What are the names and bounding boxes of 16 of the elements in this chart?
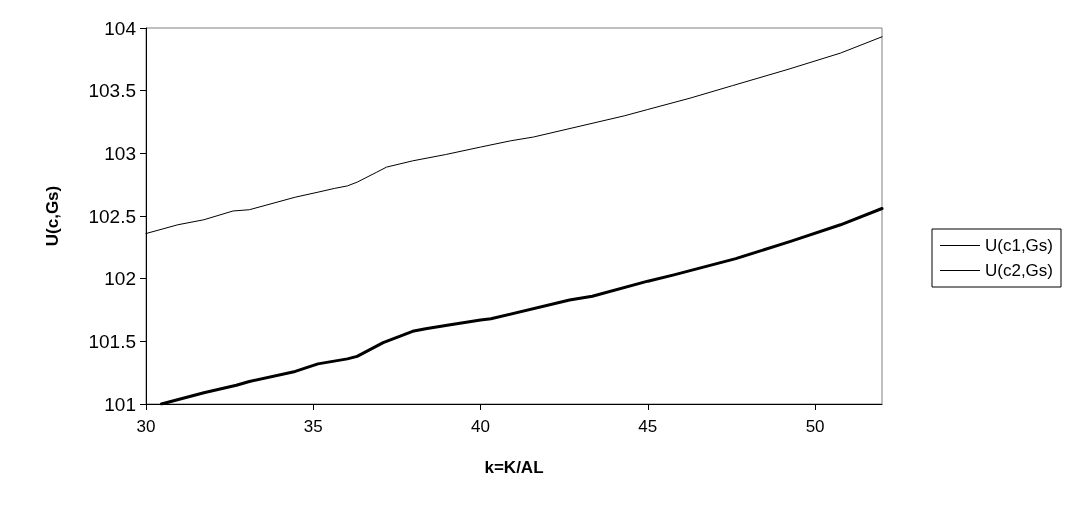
y-tick-label: 102.5 (88, 205, 136, 227)
x-tick-label: 35 (303, 417, 323, 436)
legend-label: U(c1,Gs) (985, 236, 1053, 255)
y-tick-label: 104 (104, 17, 137, 39)
x-tick-label: 40 (471, 417, 491, 436)
y-tick-label: 102 (104, 268, 136, 290)
x-tick-label: 45 (638, 417, 658, 436)
y-axis-title: U(c,Gs) (43, 185, 62, 247)
legend-label: U(c2,Gs) (985, 261, 1053, 280)
y-tick-label: 103.5 (88, 80, 136, 102)
x-tick-label: 50 (805, 417, 825, 436)
x-axis-title: k=K/AL (484, 458, 544, 477)
y-tick-label: 101.5 (88, 330, 136, 352)
x-tick-label: 30 (136, 417, 156, 436)
y-tick-label: 103 (104, 142, 136, 164)
y-tick-label: 101 (104, 393, 136, 415)
